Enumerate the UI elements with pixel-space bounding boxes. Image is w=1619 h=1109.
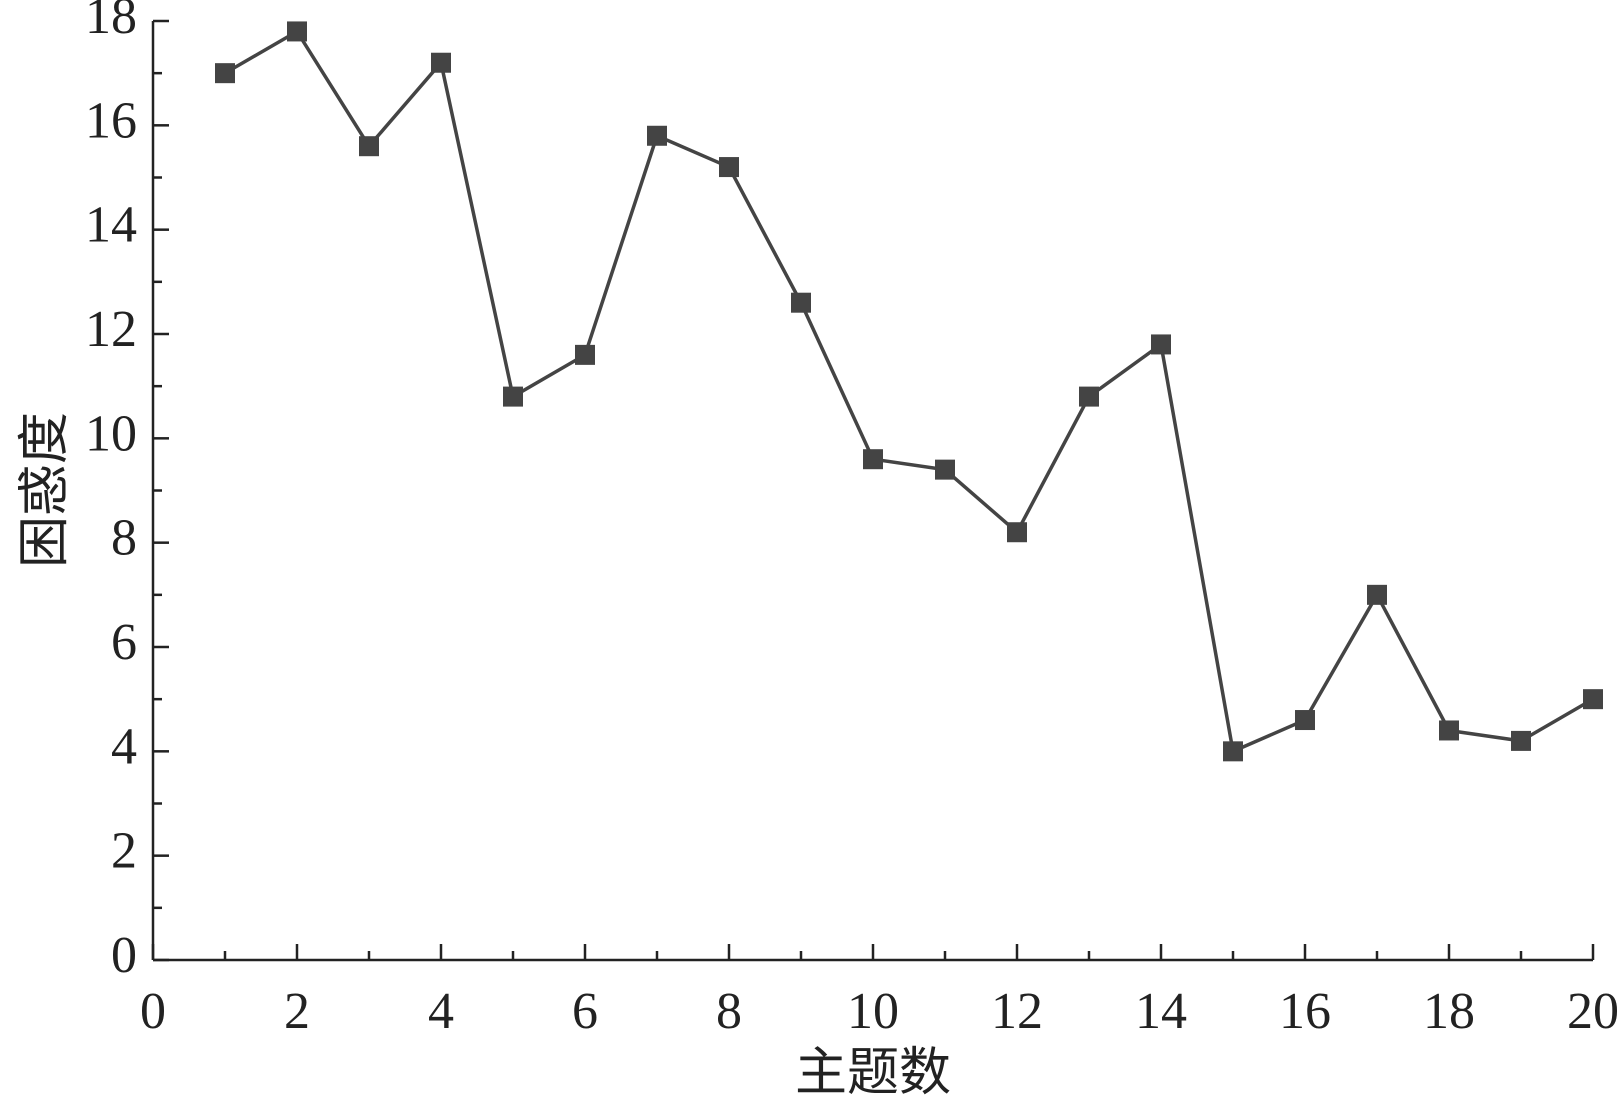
marker [1511,730,1531,751]
marker [503,386,523,407]
marker [575,344,595,365]
marker [287,21,307,42]
y-tick-label: 0 [111,927,137,984]
y-tick-label: 14 [85,197,137,254]
x-tick-label: 12 [991,983,1043,1040]
x-tick-label: 14 [1135,983,1187,1040]
marker [1151,334,1171,355]
x-tick-label: 2 [284,983,310,1040]
x-tick-label: 16 [1279,983,1331,1040]
marker [1583,689,1603,710]
marker [1439,720,1459,741]
marker [359,136,379,157]
x-tick-label: 0 [140,983,166,1040]
x-tick-label: 18 [1423,983,1475,1040]
y-tick-label: 2 [111,823,137,880]
y-tick-label: 4 [111,718,137,775]
marker [935,459,955,480]
marker [215,63,235,84]
x-tick-label: 6 [572,983,598,1040]
y-tick-label: 8 [111,510,137,567]
y-axis-title: 困惑度 [17,412,74,568]
marker [431,52,451,73]
y-tick-label: 16 [85,92,137,149]
marker [863,449,883,470]
marker [1007,522,1027,543]
marker [1295,710,1315,731]
marker [1367,584,1387,605]
x-tick-label: 20 [1567,983,1619,1040]
y-tick-label: 10 [85,405,137,462]
marker [719,157,739,178]
y-tick-label: 6 [111,614,137,671]
x-axis-title: 主题数 [795,1045,951,1102]
marker [1223,741,1243,762]
marker [791,292,811,313]
x-tick-label: 4 [428,983,454,1040]
series-line [224,29,1594,754]
marker [647,125,667,146]
y-tick-label: 18 [85,0,137,45]
y-tick-label: 12 [85,301,137,358]
x-tick-label: 10 [847,983,899,1040]
x-tick-label: 8 [716,983,742,1040]
marker [1079,386,1099,407]
